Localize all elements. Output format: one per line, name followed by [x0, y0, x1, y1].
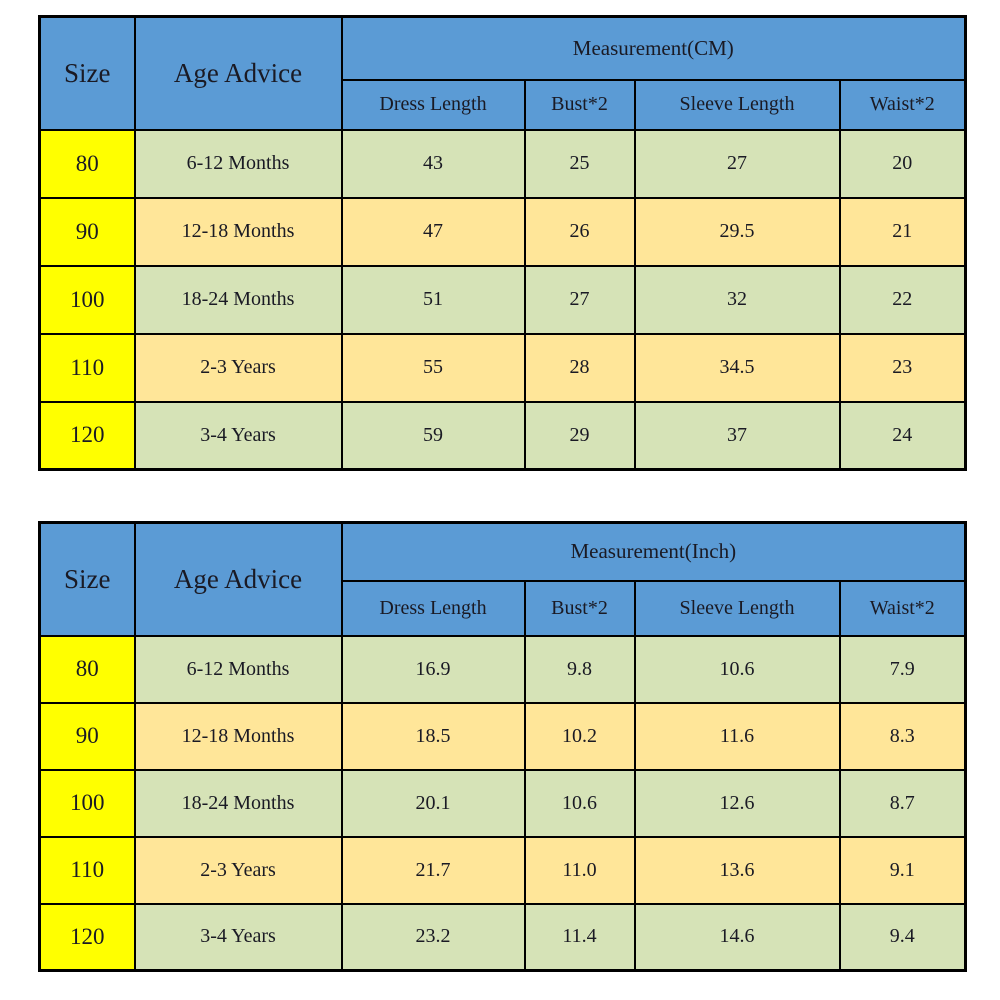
dress-length-cell: 55 — [340, 332, 526, 403]
waist-cell: 22 — [838, 264, 967, 335]
bust-column-header: Bust*2 — [523, 78, 636, 131]
sleeve-length-cell: 10.6 — [633, 634, 841, 704]
dress-length-cell: 20.1 — [340, 768, 526, 838]
age-advice-cell: 3-4 Years — [133, 400, 343, 471]
size-chart-inch-table: Size Age Advice Measurement(Inch) Dress … — [38, 521, 968, 972]
age-advice-cell: 2-3 Years — [133, 835, 343, 905]
age-advice-column-header: Age Advice — [133, 521, 343, 637]
sleeve-length-column-header: Sleeve Length — [633, 78, 841, 131]
bust-cell: 27 — [523, 264, 636, 335]
age-advice-cell: 3-4 Years — [133, 902, 343, 972]
waist-cell: 20 — [838, 128, 967, 199]
waist-cell: 8.7 — [838, 768, 967, 838]
age-advice-cell: 18-24 Months — [133, 264, 343, 335]
table-row: 90 12-18 Months 18.5 10.2 11.6 8.3 — [38, 701, 967, 771]
bust-column-header: Bust*2 — [523, 579, 636, 637]
sleeve-length-cell: 13.6 — [633, 835, 841, 905]
size-chart-cm-table: Size Age Advice Measurement(CM) Dress Le… — [38, 15, 968, 471]
measurement-inch-header: Measurement(Inch) — [340, 521, 967, 582]
size-cell: 100 — [38, 768, 136, 838]
size-column-header: Size — [38, 15, 136, 131]
size-cell: 110 — [38, 835, 136, 905]
sleeve-length-cell: 29.5 — [633, 196, 841, 267]
size-chart-inch-header: Size Age Advice Measurement(Inch) Dress … — [38, 521, 967, 637]
size-chart-inch-section: Size Age Advice Measurement(Inch) Dress … — [38, 521, 968, 972]
age-advice-cell: 12-18 Months — [133, 196, 343, 267]
size-cell: 100 — [38, 264, 136, 335]
dress-length-cell: 18.5 — [340, 701, 526, 771]
table-row: 120 3-4 Years 59 29 37 24 — [38, 400, 967, 471]
sleeve-length-cell: 14.6 — [633, 902, 841, 972]
waist-cell: 21 — [838, 196, 967, 267]
size-cell: 80 — [38, 128, 136, 199]
table-row: 80 6-12 Months 43 25 27 20 — [38, 128, 967, 199]
age-advice-cell: 18-24 Months — [133, 768, 343, 838]
dress-length-column-header: Dress Length — [340, 78, 526, 131]
age-advice-cell: 6-12 Months — [133, 634, 343, 704]
bust-cell: 11.0 — [523, 835, 636, 905]
table-row: 90 12-18 Months 47 26 29.5 21 — [38, 196, 967, 267]
measurement-cm-header: Measurement(CM) — [340, 15, 967, 81]
bust-cell: 28 — [523, 332, 636, 403]
waist-column-header: Waist*2 — [838, 579, 967, 637]
age-advice-column-header: Age Advice — [133, 15, 343, 131]
bust-cell: 25 — [523, 128, 636, 199]
dress-length-cell: 21.7 — [340, 835, 526, 905]
waist-column-header: Waist*2 — [838, 78, 967, 131]
bust-cell: 26 — [523, 196, 636, 267]
table-row: 120 3-4 Years 23.2 11.4 14.6 9.4 — [38, 902, 967, 972]
size-cell: 90 — [38, 196, 136, 267]
dress-length-cell: 43 — [340, 128, 526, 199]
bust-cell: 29 — [523, 400, 636, 471]
sleeve-length-column-header: Sleeve Length — [633, 579, 841, 637]
table-row: 110 2-3 Years 55 28 34.5 23 — [38, 332, 967, 403]
sleeve-length-cell: 12.6 — [633, 768, 841, 838]
dress-length-cell: 23.2 — [340, 902, 526, 972]
waist-cell: 9.1 — [838, 835, 967, 905]
size-chart-cm-body: 80 6-12 Months 43 25 27 20 90 12-18 Months 47 26 2… — [38, 128, 967, 471]
waist-cell: 23 — [838, 332, 967, 403]
age-advice-cell: 12-18 Months — [133, 701, 343, 771]
dress-length-cell: 59 — [340, 400, 526, 471]
size-cell: 120 — [38, 902, 136, 972]
table-row: 110 2-3 Years 21.7 11.0 13.6 9.1 — [38, 835, 967, 905]
dress-length-cell: 51 — [340, 264, 526, 335]
size-chart-inch-body: 80 6-12 Months 16.9 9.8 10.6 7.9 90 12-18 Month… — [38, 634, 967, 972]
sleeve-length-cell: 37 — [633, 400, 841, 471]
bust-cell: 11.4 — [523, 902, 636, 972]
age-advice-cell: 2-3 Years — [133, 332, 343, 403]
age-advice-cell: 6-12 Months — [133, 128, 343, 199]
waist-cell: 24 — [838, 400, 967, 471]
table-row: 100 18-24 Months 51 27 32 22 — [38, 264, 967, 335]
bust-cell: 10.6 — [523, 768, 636, 838]
size-chart-cm-section: Size Age Advice Measurement(CM) Dress Le… — [38, 15, 968, 471]
dress-length-column-header: Dress Length — [340, 579, 526, 637]
sleeve-length-cell: 32 — [633, 264, 841, 335]
size-cell: 90 — [38, 701, 136, 771]
size-cell: 120 — [38, 400, 136, 471]
sleeve-length-cell: 11.6 — [633, 701, 841, 771]
waist-cell: 9.4 — [838, 902, 967, 972]
dress-length-cell: 47 — [340, 196, 526, 267]
bust-cell: 10.2 — [523, 701, 636, 771]
dress-length-cell: 16.9 — [340, 634, 526, 704]
sleeve-length-cell: 27 — [633, 128, 841, 199]
sleeve-length-cell: 34.5 — [633, 332, 841, 403]
bust-cell: 9.8 — [523, 634, 636, 704]
table-row: 80 6-12 Months 16.9 9.8 10.6 7.9 — [38, 634, 967, 704]
size-chart-cm-header: Size Age Advice Measurement(CM) Dress Le… — [38, 15, 967, 131]
waist-cell: 8.3 — [838, 701, 967, 771]
size-cell: 110 — [38, 332, 136, 403]
table-row: 100 18-24 Months 20.1 10.6 12.6 8.7 — [38, 768, 967, 838]
size-cell: 80 — [38, 634, 136, 704]
size-column-header: Size — [38, 521, 136, 637]
waist-cell: 7.9 — [838, 634, 967, 704]
